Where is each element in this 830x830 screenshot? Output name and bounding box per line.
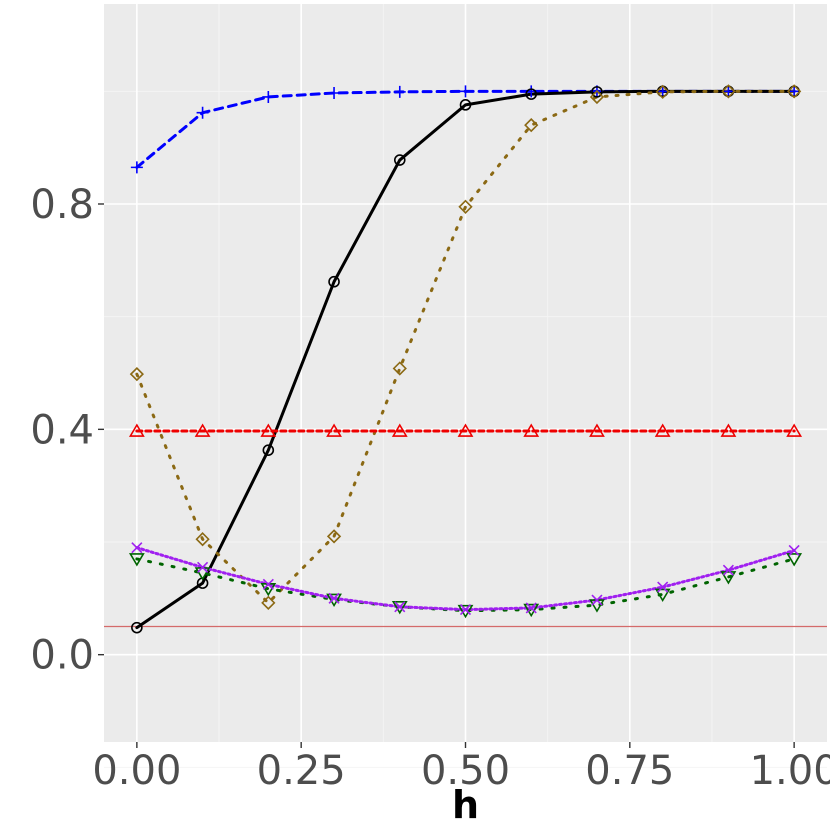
data-point-cross [722,564,734,576]
y-tick-label: 0.0 [30,633,94,679]
series-markers [128,84,803,634]
data-point-triangle-up [523,423,540,437]
data-point-cross [591,594,603,606]
y-tick-label: 0.4 [30,407,94,453]
data-point-plus [393,85,406,98]
data-point-plus [328,87,341,100]
data-point-diamond [721,84,736,99]
data-point-triangle-up [260,423,277,437]
data-point-cross [459,604,472,616]
series-lines [135,89,796,630]
data-point-circle [328,275,340,288]
data-point-circle [393,154,406,166]
x-tick-label: 1.00 [750,748,830,794]
data-point-triangle-up [786,423,803,437]
y-axis-ticks: 0.0 0.4 0.8 [30,182,104,679]
data-point-triangle-up [720,423,737,437]
data-point-plus [722,85,735,98]
data-point-circle [591,86,603,98]
x-axis-ticks: 0.00 0.25 0.50 0.75 1.00 [92,742,830,794]
data-point-cross [525,602,537,614]
x-axis-title: h [452,783,479,827]
x-tick-label: 0.00 [92,748,181,794]
data-point-diamond [195,532,210,547]
data-point-plus [196,106,209,119]
data-point-plus [459,85,472,98]
data-point-diamond [392,361,407,376]
data-point-cross [197,561,209,573]
x-tick-label: 0.50 [421,748,510,794]
data-point-diamond [655,84,670,100]
data-point-triangle-up [391,423,408,437]
series-line-3 [135,89,796,605]
data-point-circle [262,444,275,456]
series-line-5 [135,557,796,613]
data-point-circle [459,99,472,111]
data-point-triangle-up [194,423,211,437]
data-point-circle [131,621,143,634]
data-point-triangle-up [128,423,145,437]
data-point-diamond [458,199,473,214]
data-point-triangle-down [128,553,145,567]
data-point-cross [657,581,669,593]
data-point-cross [131,542,143,554]
data-point-plus [656,85,669,98]
data-point-diamond [326,529,342,544]
data-point-cross [328,592,340,604]
data-point-diamond [129,366,144,382]
data-point-diamond [589,89,605,105]
data-point-cross [262,578,274,590]
data-point-cross [788,544,800,557]
data-point-triangle-up [654,423,671,437]
y-tick-label: 0.8 [30,182,94,228]
data-point-plus [788,85,801,98]
data-point-plus [130,161,143,174]
data-point-triangle-down [786,553,803,567]
data-point-plus [262,90,275,103]
data-point-triangle-down [391,600,408,615]
x-tick-label: 0.75 [585,748,674,794]
major-gridlines [104,4,827,742]
data-point-triangle-up [589,423,605,437]
data-point-diamond [261,595,276,610]
x-tick-label: 0.25 [257,748,346,794]
data-point-diamond [524,117,539,133]
data-point-triangle-up [457,423,474,437]
data-point-triangle-down [457,604,474,619]
data-point-diamond [787,84,802,99]
data-point-triangle-down [326,593,342,608]
data-point-triangle-down [720,571,737,585]
data-point-cross [394,601,406,613]
data-point-triangle-down [654,588,671,602]
data-point-triangle-up [326,423,342,437]
data-point-circle [525,88,538,100]
